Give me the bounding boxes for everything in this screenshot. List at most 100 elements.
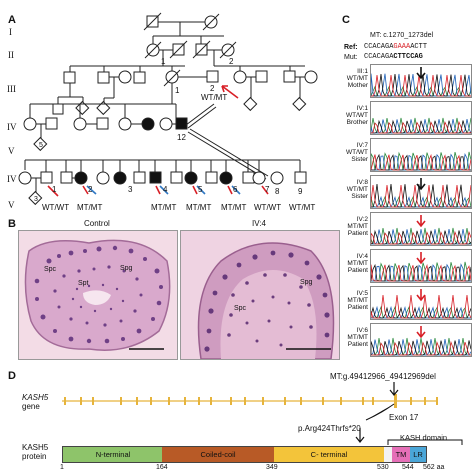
exon-mark	[362, 397, 364, 405]
chromatogram-trace	[370, 212, 472, 246]
pedigree-iv4-affected	[149, 171, 162, 184]
panel-d-letter: D	[8, 370, 16, 382]
exon-mark	[262, 397, 264, 405]
chromatogram-row-id: IV:8	[356, 179, 368, 186]
variant-arrow-icon	[416, 178, 426, 191]
pedigree-genotype-iv6: MT/MT	[221, 203, 247, 212]
pedigree-iii-male-e	[283, 70, 296, 83]
pedigree-label-iv12: 12	[177, 133, 186, 142]
chromatogram-row-role: Sister	[351, 193, 368, 200]
protein-pos-349: 349	[266, 464, 278, 471]
pedigree-iv-male-6	[242, 171, 255, 184]
panel-c-letter: C	[342, 14, 350, 26]
histology-patient-image	[180, 230, 340, 360]
pedigree-iv-number-6: 6	[233, 185, 238, 194]
chromatogram-row: III:1 WT/MT Mother	[338, 64, 472, 98]
pedigree-iv-number-3: 3	[128, 185, 133, 194]
chromatogram-row-role: Patient	[347, 304, 368, 311]
pedigree-v-diamond-number: 3	[34, 196, 38, 203]
pedigree-genotype-iv1: WT/WT	[42, 203, 70, 212]
pedigree-iii-female-c	[233, 70, 247, 84]
pedigree-ivtop-1	[23, 117, 37, 131]
chromatogram-row-role: Mother	[347, 82, 368, 89]
chromatogram-row: IV:6 MT/MT Patient	[338, 323, 472, 357]
exon-mark	[64, 397, 66, 405]
chromatogram-row-genotype: WT/WT	[345, 112, 368, 119]
gene-exon-label: Exon 17	[389, 413, 419, 422]
pedigree-iv12-affected	[175, 117, 188, 130]
chromatogram-mut-seq: CCACAGACTTCCAG	[364, 54, 423, 61]
protein-domain-coiled-coil: Coiled-coil	[162, 446, 275, 463]
exon-mark	[168, 397, 170, 405]
chromatogram-ref-seq-a: CCACAGA	[364, 43, 394, 51]
pedigree-iii2-father	[206, 70, 219, 83]
histology-control-label-spg: Spg	[120, 265, 133, 272]
chromatogram-row-role: Brother	[346, 119, 368, 126]
chromatogram-row-genotype: WT/MT	[346, 186, 368, 193]
protein-pos-530: 530	[377, 464, 389, 471]
pedigree-iv-number-4: 4	[163, 185, 168, 194]
pedigree-iv-number-9: 9	[298, 187, 303, 196]
chromatogram-ref-label: Ref:	[344, 44, 358, 51]
chromatogram-row-genotype: MT/MT	[347, 297, 368, 304]
chromatogram-row-genotype: MT/MT	[347, 334, 368, 341]
arrow-iv6-red	[227, 185, 233, 195]
pedigree-iv-number-5: 5	[198, 185, 203, 194]
chromatogram-row-role: Patient	[347, 230, 368, 237]
pedigree-iv7	[252, 171, 266, 185]
pedigree-label-iii1: 1	[175, 86, 180, 95]
pedigree-iv3	[96, 171, 110, 185]
pedigree-genotype-iv8: WT/MT	[289, 203, 316, 212]
gene-protein-change: p.Arg424Thrfs*20	[298, 424, 361, 433]
chromatogram-trace	[370, 249, 472, 283]
histology-patient-title: IV:4	[252, 219, 266, 228]
gen-label-v-bottom: V	[8, 200, 15, 210]
panel-a-letter: A	[8, 14, 16, 26]
arrow-iv1-red	[47, 185, 59, 197]
pedigree-iii-child-a	[52, 103, 64, 115]
chromatogram-mut-seq-b: CTTCCAG	[393, 53, 423, 61]
chromatogram-row: IV:5 MT/MT Patient	[338, 286, 472, 320]
chromatogram-row-role: Patient	[347, 267, 368, 274]
gene-structure	[62, 382, 438, 421]
exon-mark	[340, 397, 342, 405]
exon-mark	[136, 397, 138, 405]
protein-domain-tm: TM	[392, 446, 411, 463]
pedigree-iv-diamond	[28, 190, 43, 206]
pedigree-ivtop-4	[159, 117, 173, 131]
arrow-iv7-red	[261, 185, 269, 195]
chromatogram-row-id: III:1	[357, 68, 368, 75]
gen-label-v-top: V	[8, 146, 15, 156]
pedigree-iv5-affected	[184, 171, 198, 185]
pedigree-iv8	[270, 171, 284, 185]
pedigree-genotype-iv7: WT/WT	[254, 203, 282, 212]
pedigree-ivtop-diamond	[33, 136, 48, 152]
gene-kash-domain: KASH domain	[400, 433, 448, 442]
protein-pos-562: 562 aa	[423, 464, 445, 471]
chromatogram-row-role: Patient	[347, 341, 368, 348]
exon-mark	[244, 397, 246, 405]
pedigree-ivtop-1-spouse	[45, 117, 58, 130]
panel-b-letter: B	[8, 218, 16, 230]
chromatogram-row-id: IV:1	[356, 105, 368, 112]
pedigree-iii-diamond-c	[243, 96, 258, 112]
arrow-iv5-red	[192, 185, 198, 195]
gen-label-i: I	[9, 27, 12, 37]
pedigree-label-iii2: 2	[210, 84, 215, 93]
variant-arrow-icon	[416, 326, 426, 339]
pedigree-iv2-affected	[74, 171, 88, 185]
pedigree-iii-male-b	[97, 71, 110, 84]
pedigree-ivtop-2	[73, 117, 87, 131]
protein-pos-544: 544	[402, 464, 414, 471]
protein-label-name: KASH5	[22, 443, 49, 452]
chromatogram-row-label: IV:4 MT/MT Patient	[338, 253, 368, 274]
histology-patient-label-spc: Spc	[234, 305, 247, 312]
pedigree-genotype-iv4: MT/MT	[151, 203, 177, 212]
pedigree-ivtop-2-spouse	[96, 117, 109, 130]
pedigree-iii-male-d	[255, 70, 268, 83]
pedigree-iv-male-2	[60, 171, 73, 184]
exon-mark	[120, 397, 122, 405]
arrow-iv4-red	[155, 185, 161, 195]
kash-bracket	[387, 439, 463, 445]
pedigree-ivtop-3	[118, 117, 132, 131]
